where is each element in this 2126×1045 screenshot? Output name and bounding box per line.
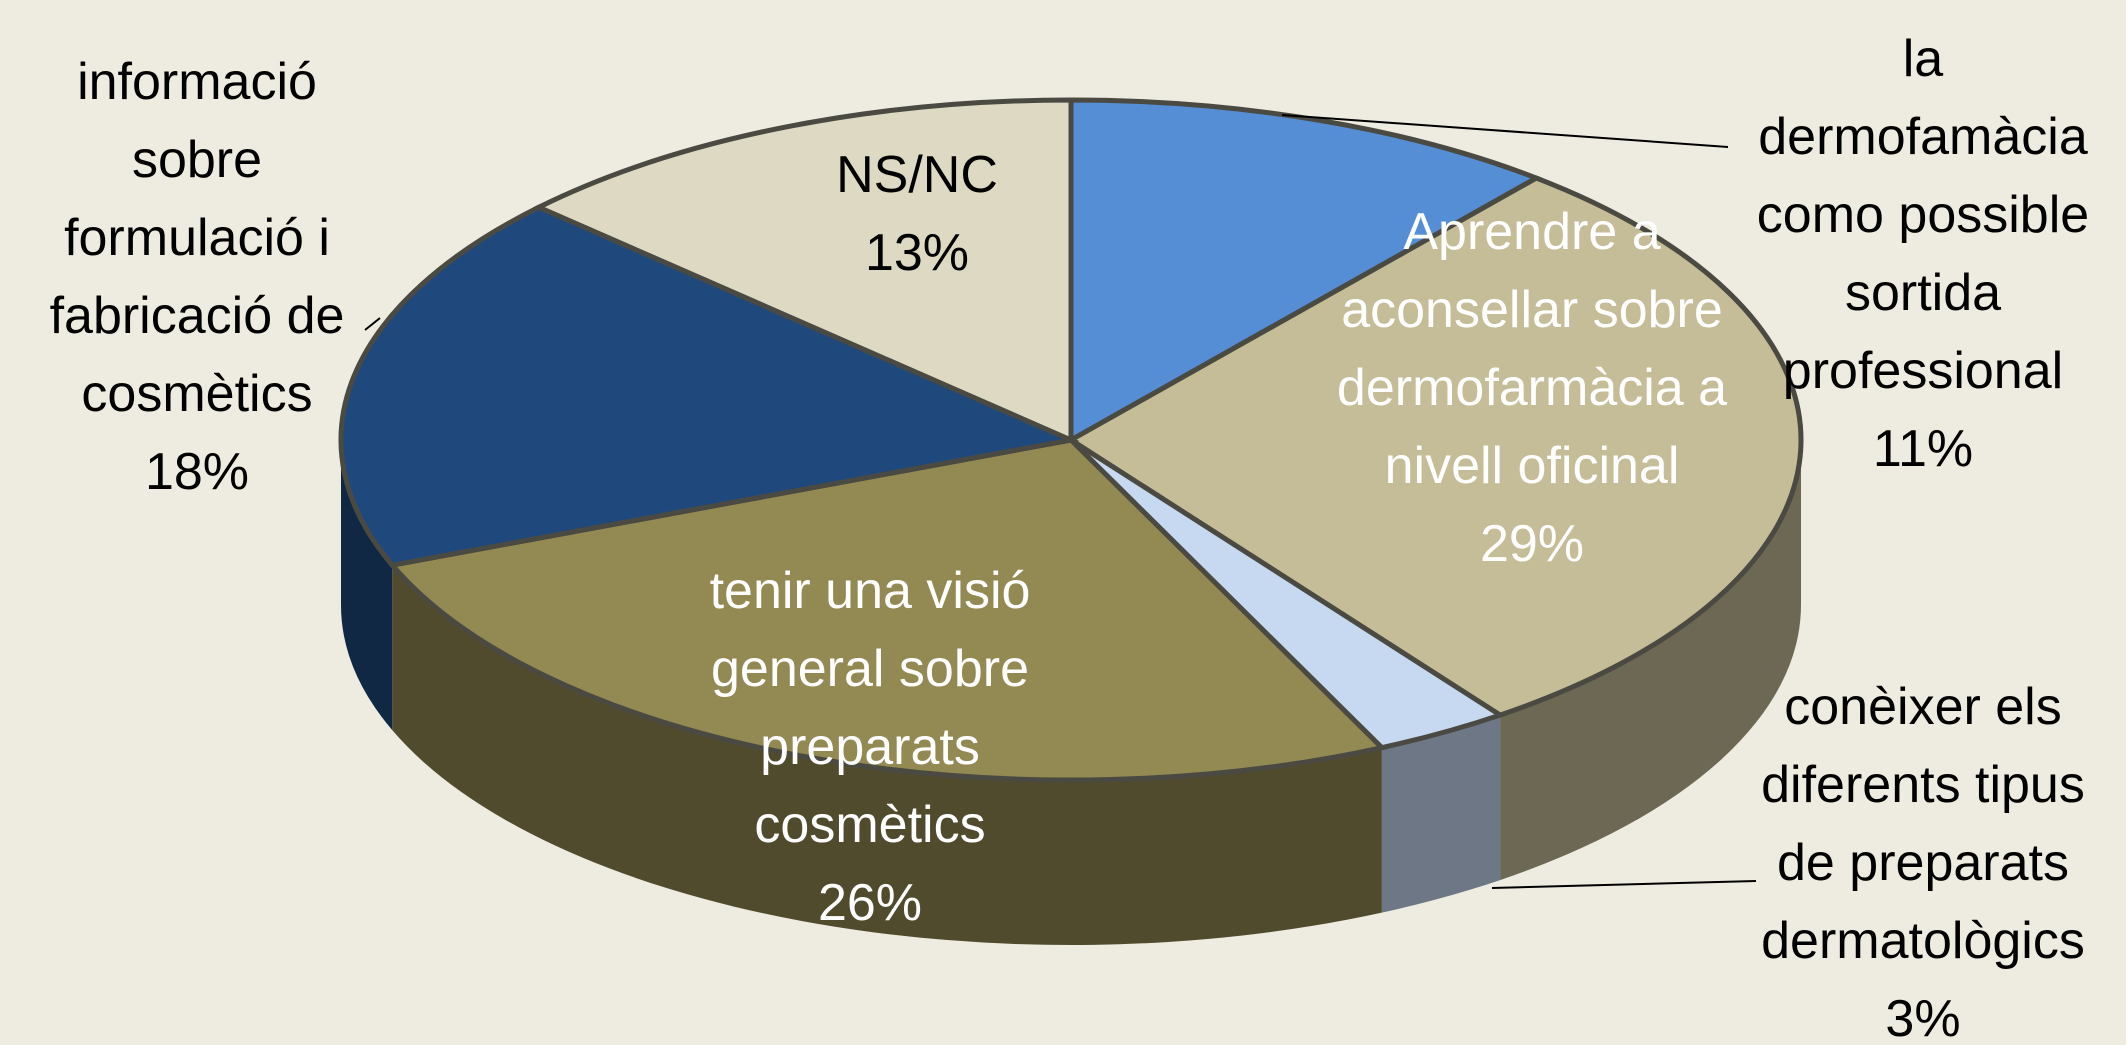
slice (1068, 97, 1543, 445)
category-label: conèixer els diferents tipus de preparat… (1761, 678, 2085, 970)
data-label: la dermofamàcia como possible sortida pr… (1733, 20, 2113, 488)
category-label: la dermofamàcia como possible sortida pr… (1756, 30, 2090, 400)
data-label: informació sobre formulació i fabricació… (27, 43, 367, 511)
data-label: Aprendre a aconsellar sobre dermofarmàci… (1322, 193, 1742, 583)
value-label: 18% (144, 443, 250, 501)
value-label: 11% (1872, 420, 1974, 478)
value-label: 26% (817, 874, 923, 932)
data-label: NS/NC 13% (767, 136, 1067, 292)
slice-side (341, 440, 393, 731)
slice-side (1500, 440, 1801, 881)
data-label: tenir una visió general sobre preparats … (670, 552, 1070, 942)
slice (387, 437, 1387, 783)
leader-line (1281, 114, 1729, 148)
slice-side (392, 565, 1382, 945)
category-label: NS/NC (836, 146, 998, 204)
slice (338, 204, 1080, 568)
category-label: Aprendre a aconsellar sobre dermofarmàci… (1336, 203, 1728, 495)
slice-side (1381, 715, 1501, 913)
leader-line (1491, 880, 1757, 889)
category-label: informació sobre formulació i fabricació… (49, 53, 345, 423)
category-label: tenir una visió general sobre preparats … (709, 562, 1031, 854)
slice (532, 97, 1074, 444)
value-label: 3% (1885, 990, 1961, 1045)
leader-line (364, 317, 381, 331)
data-label: conèixer els diferents tipus de preparat… (1733, 668, 2113, 1045)
value-label: 13% (864, 224, 970, 282)
slice (1066, 175, 1804, 718)
value-label: 29% (1479, 515, 1585, 573)
